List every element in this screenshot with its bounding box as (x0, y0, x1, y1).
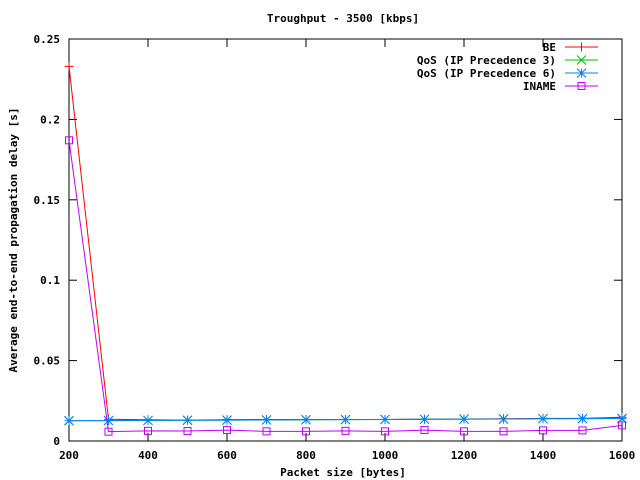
series-layer (64, 61, 627, 436)
data-point-iname (341, 426, 350, 435)
data-point-iname (539, 426, 547, 435)
y-tick-label: 0.15 (34, 194, 61, 207)
data-point-iname (65, 136, 73, 145)
star-marker-d2 (301, 414, 311, 425)
data-point-iname (104, 427, 113, 436)
data-point-qos-ip-precedence-6 (538, 413, 548, 424)
data-point-iname (578, 426, 587, 435)
x-tick-label: 1200 (451, 449, 478, 462)
data-point-qos-ip-precedence-6 (222, 415, 232, 425)
legend-label-be: BE (543, 41, 556, 54)
data-point-qos-ip-precedence-6 (64, 415, 74, 426)
x-tick-label: 600 (217, 449, 237, 462)
legend-label-qos-ip-precedence-3: QoS (IP Precedence 3) (417, 54, 556, 67)
star-marker-d2 (498, 414, 509, 424)
data-point-iname (460, 427, 468, 436)
y-tick-label: 0.2 (40, 113, 60, 126)
data-point-iname (420, 426, 429, 435)
series-line-iname (68, 140, 623, 433)
y-tick-label: 0 (53, 435, 60, 448)
x-tick-label: 800 (296, 449, 316, 462)
y-tick-label: 0.1 (40, 274, 60, 287)
star-marker-d2 (538, 413, 548, 424)
star-marker-d2 (577, 413, 588, 424)
star-marker-d2 (103, 415, 114, 426)
x-tick-label: 1400 (530, 449, 557, 462)
plot-border (68, 38, 623, 442)
chart-title: Troughput - 3500 [kbps] (267, 12, 419, 25)
star-marker-d2 (419, 414, 430, 425)
star-marker-d2 (380, 414, 390, 425)
x-tick-label: 1000 (372, 449, 399, 462)
data-point-qos-ip-precedence-6 (261, 415, 272, 425)
legend-label-qos-ip-precedence-6: QoS (IP Precedence 6) (417, 67, 556, 80)
y-tick-label: 0.05 (34, 355, 61, 368)
data-point-iname (144, 426, 152, 435)
data-point-qos-ip-precedence-6 (577, 413, 588, 424)
data-point-qos-ip-precedence-6 (103, 415, 114, 426)
x-axis-title: Packet size [bytes] (280, 466, 406, 479)
legend-marker-be (577, 42, 586, 52)
data-point-iname (499, 427, 508, 436)
star-marker-d2 (576, 68, 587, 78)
series-be (64, 61, 627, 425)
data-point-qos-ip-precedence-6 (182, 415, 193, 426)
data-point-qos-ip-precedence-6 (419, 414, 430, 425)
star-marker-d2 (459, 414, 469, 424)
axis-ticks: 0 0.05 0.1 0.15 0.2 0.25 200 400 600 800 1000 1200 1… (34, 33, 636, 462)
x-tick-label: 400 (138, 449, 158, 462)
data-point-qos-ip-precedence-6 (380, 414, 390, 425)
y-tick-label: 0.25 (34, 33, 61, 46)
star-marker-d2 (64, 415, 74, 426)
legend-marker-iname (577, 82, 586, 90)
data-point-iname (183, 427, 192, 436)
data-point-qos-ip-precedence-6 (301, 414, 311, 425)
data-point-iname (302, 427, 310, 436)
x-tick-label: 200 (59, 449, 79, 462)
data-point-iname (262, 427, 271, 436)
series-line-be (68, 66, 623, 421)
cross-marker-b (576, 55, 587, 65)
series-qos-ip-precedence-6 (64, 413, 627, 426)
data-point-qos-ip-precedence-6 (459, 414, 469, 424)
star-marker-d2 (143, 415, 153, 426)
legend-marker-qos-ip-precedence-3 (576, 55, 587, 65)
plot-frame (68, 38, 623, 442)
data-point-qos-ip-precedence-6 (143, 415, 153, 426)
star-marker-d2 (340, 414, 351, 425)
data-point-iname (223, 426, 231, 435)
data-point-iname (381, 427, 389, 436)
legend-label-iname: INAME (523, 80, 556, 93)
data-point-be (64, 61, 74, 71)
series-iname (65, 136, 626, 436)
y-axis-title: Average end-to-end propagation delay [s] (7, 108, 20, 373)
x-tick-label: 1600 (609, 449, 636, 462)
star-marker-d2 (222, 415, 232, 425)
star-marker-d2 (261, 415, 272, 425)
data-point-iname (618, 421, 626, 430)
data-point-qos-ip-precedence-6 (498, 414, 509, 424)
legend-marker-qos-ip-precedence-6 (576, 68, 587, 78)
star-marker-d2 (182, 415, 193, 426)
data-point-qos-ip-precedence-6 (340, 414, 351, 425)
